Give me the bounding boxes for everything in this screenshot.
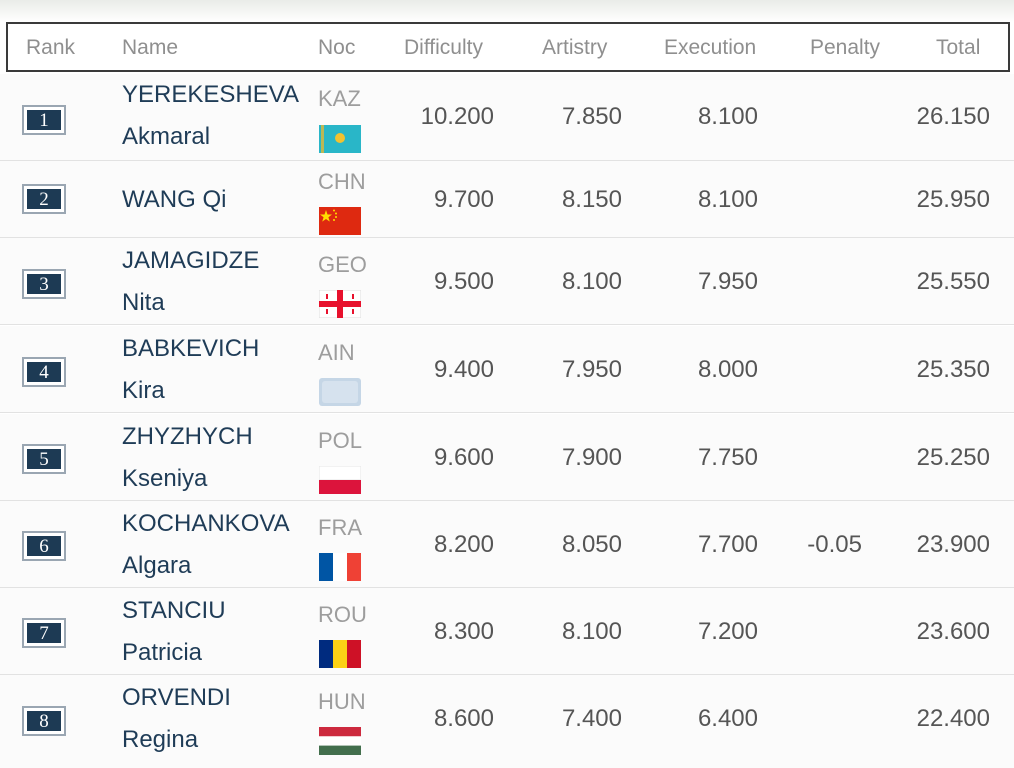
header-artistry[interactable]: Artistry xyxy=(542,36,608,59)
artistry-score: 8.100 xyxy=(561,618,622,645)
france-flag-icon xyxy=(319,553,361,581)
table-header: Rank Name Noc Difficulty Artistry Execut… xyxy=(6,22,1010,72)
execution-score: 6.400 xyxy=(697,705,758,732)
noc-code: FRA xyxy=(318,515,362,540)
execution-score: 8.000 xyxy=(697,356,758,383)
table-row[interactable]: 7 STANCIU Patricia ROU 8.300 8.100 7.200… xyxy=(0,588,1014,675)
difficulty-score: 9.600 xyxy=(433,444,494,471)
noc-code: GEO xyxy=(318,252,367,277)
noc-code: HUN xyxy=(318,689,366,714)
athlete-surname: KOCHANKOVA xyxy=(122,510,290,537)
noc-code: KAZ xyxy=(318,86,361,111)
artistry-score: 8.100 xyxy=(561,268,622,295)
difficulty-score: 8.300 xyxy=(433,618,494,645)
total-score: 25.250 xyxy=(916,444,990,471)
total-score: 22.400 xyxy=(916,705,990,732)
athlete-surname: STANCIU xyxy=(122,597,226,624)
neutral-flag-icon xyxy=(319,378,361,406)
table-row[interactable]: 2 WANG Qi CHN 9.700 8.150 8.100 25.950 xyxy=(0,161,1014,238)
header-name[interactable]: Name xyxy=(122,36,179,59)
romania-flag-icon xyxy=(319,640,361,668)
difficulty-score: 9.400 xyxy=(433,356,494,383)
kazakhstan-flag-icon xyxy=(319,125,361,153)
athlete-given-name: Regina xyxy=(122,726,199,753)
rank-badge: 4 xyxy=(22,357,66,387)
artistry-score: 7.950 xyxy=(561,356,622,383)
noc-code: POL xyxy=(318,428,363,453)
total-score: 23.600 xyxy=(916,618,990,645)
execution-score: 8.100 xyxy=(697,186,758,213)
hungary-flag-icon xyxy=(319,727,361,755)
table-row[interactable]: 4 BABKEVICH Kira AIN 9.400 7.950 8.000 2… xyxy=(0,326,1014,413)
table-row[interactable]: 8 ORVENDI Regina HUN 8.600 7.400 6.400 2… xyxy=(0,675,1014,768)
header-rank[interactable]: Rank xyxy=(26,36,76,59)
execution-score: 7.750 xyxy=(697,444,758,471)
table-row[interactable]: 6 KOCHANKOVA Algara FRA 8.200 8.050 7.70… xyxy=(0,501,1014,588)
athlete-surname: JAMAGIDZE xyxy=(122,247,260,274)
artistry-score: 8.050 xyxy=(561,531,622,558)
execution-score: 7.700 xyxy=(697,531,758,558)
difficulty-score: 9.500 xyxy=(433,268,494,295)
total-score: 26.150 xyxy=(916,103,990,130)
header-penalty[interactable]: Penalty xyxy=(810,36,881,59)
execution-score: 7.950 xyxy=(697,268,758,295)
noc-code: ROU xyxy=(318,602,367,627)
poland-flag-icon xyxy=(319,466,361,494)
header-difficulty[interactable]: Difficulty xyxy=(404,36,483,59)
execution-score: 7.200 xyxy=(697,618,758,645)
georgia-flag-icon xyxy=(319,290,361,318)
penalty-score: -0.05 xyxy=(807,531,862,558)
rank-badge: 5 xyxy=(22,444,66,474)
header-total[interactable]: Total xyxy=(936,36,981,59)
table-row[interactable]: 5 ZHYZHYCH Kseniya POL 9.600 7.900 7.750… xyxy=(0,414,1014,501)
total-score: 23.900 xyxy=(916,531,990,558)
rank-badge: 1 xyxy=(22,105,66,135)
difficulty-score: 10.200 xyxy=(420,103,494,130)
athlete-surname: WANG Qi xyxy=(122,186,227,213)
noc-code: CHN xyxy=(318,169,366,194)
header-execution[interactable]: Execution xyxy=(664,36,757,59)
athlete-given-name: Algara xyxy=(122,552,192,579)
athlete-surname: YEREKESHEVA xyxy=(122,81,299,108)
execution-score: 8.100 xyxy=(697,103,758,130)
artistry-score: 7.400 xyxy=(561,705,622,732)
difficulty-score: 9.700 xyxy=(433,186,494,213)
athlete-given-name: Kira xyxy=(122,377,165,404)
rank-badge: 6 xyxy=(22,531,66,561)
athlete-given-name: Kseniya xyxy=(122,465,208,492)
athlete-given-name: Nita xyxy=(122,289,165,316)
athlete-surname: ORVENDI xyxy=(122,684,231,711)
artistry-score: 7.900 xyxy=(561,444,622,471)
noc-code: AIN xyxy=(318,340,355,365)
china-flag-icon xyxy=(319,207,361,235)
rank-badge: 8 xyxy=(22,706,66,736)
rank-badge: 3 xyxy=(22,269,66,299)
artistry-score: 7.850 xyxy=(561,103,622,130)
header-noc[interactable]: Noc xyxy=(318,36,356,59)
total-score: 25.350 xyxy=(916,356,990,383)
athlete-surname: ZHYZHYCH xyxy=(122,423,253,450)
difficulty-score: 8.600 xyxy=(433,705,494,732)
rank-badge: 2 xyxy=(22,184,66,214)
rank-badge: 7 xyxy=(22,618,66,648)
athlete-given-name: Akmaral xyxy=(122,123,211,150)
artistry-score: 8.150 xyxy=(561,186,622,213)
athlete-surname: BABKEVICH xyxy=(122,335,260,362)
athlete-given-name: Patricia xyxy=(122,639,203,666)
total-score: 25.550 xyxy=(916,268,990,295)
total-score: 25.950 xyxy=(916,186,990,213)
table-row[interactable]: 3 JAMAGIDZE Nita GEO 9.500 8.100 7.950 2… xyxy=(0,238,1014,325)
table-row[interactable]: 1 YEREKESHEVA Akmaral KAZ 10.200 7.850 8… xyxy=(0,74,1014,161)
difficulty-score: 8.200 xyxy=(433,531,494,558)
top-strip xyxy=(0,0,1014,22)
